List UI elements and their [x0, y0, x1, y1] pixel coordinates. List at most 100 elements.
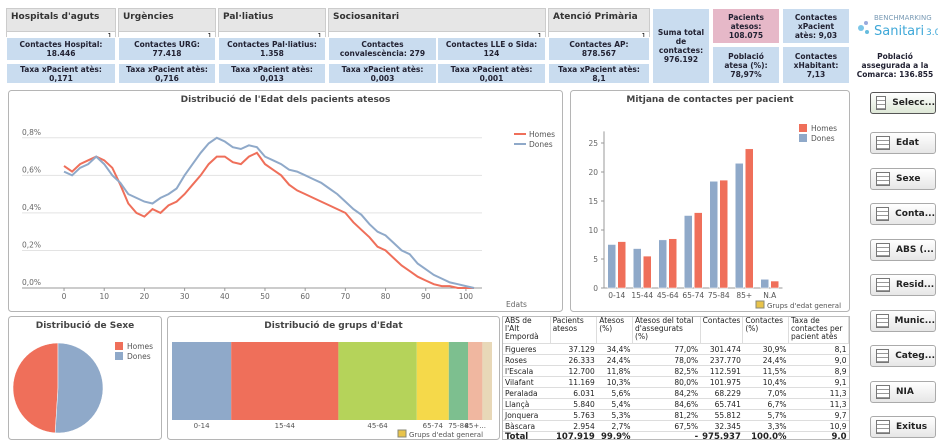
x-tick-label: 30 — [180, 292, 190, 301]
footer-icon — [397, 429, 407, 438]
button-label: Resid... — [896, 280, 935, 290]
x-axis-label: Grups d'edat general — [409, 431, 483, 439]
list-button[interactable]: Sexe — [870, 167, 936, 190]
column-header: Pacients atesos — [550, 317, 598, 344]
list-button[interactable]: Munic... — [870, 309, 936, 332]
table-cell: Jonquera — [503, 409, 551, 421]
table-cell: 80,0% — [632, 376, 701, 388]
list-button[interactable]: Resid... — [870, 274, 936, 296]
table-cell: 5,4% — [596, 398, 633, 410]
table-cell: 6,7% — [742, 398, 789, 410]
x-tick-label: 40 — [220, 292, 230, 301]
x-tick-label: 100 — [459, 292, 474, 301]
table-cell: 24,4% — [596, 354, 633, 366]
table-cell: 10,4% — [742, 376, 789, 388]
table-cell: 12.700 — [550, 365, 597, 377]
segment-label: 85+... — [464, 422, 485, 430]
kpi: Taxa xPacient atès: 0,716 — [118, 63, 216, 84]
kpi: Taxa xPacient atès: 0,171 — [6, 63, 116, 84]
kpi-group: Urgències 1 Contactes URG: 77.418 Taxa x… — [118, 8, 216, 84]
bar-segment — [468, 342, 483, 420]
column-header: Atesos del total d'assegurats (%) — [632, 317, 701, 344]
x-tick-label: 80 — [381, 292, 391, 301]
footer-icon — [755, 300, 765, 309]
kpi: Contactes convalescència: 279 — [328, 37, 437, 61]
logo-graphic: BENCHMARKING Sanitari 3.0 — [858, 14, 938, 39]
bar — [709, 181, 718, 289]
bar-segment — [338, 342, 417, 420]
y-tick-label: 0,8% — [22, 128, 41, 137]
column-header: Taxa de contactes per pacient atès — [788, 317, 849, 344]
list-button[interactable]: ABS (... — [870, 238, 936, 261]
column-header: Atesos (%) — [596, 317, 634, 344]
table-row: Total 107.919 99,9% -975.937 100,0% 9,0 — [503, 431, 849, 439]
bar — [668, 238, 677, 289]
legend-label: Dones — [811, 134, 835, 143]
stacked-bar-chart: Distribució de grups d'Edat 0-14 15-44 45-6… — [167, 316, 500, 440]
chart-title: Distribució de grups d'Edat — [264, 320, 403, 331]
table-cell: Vilafant — [503, 376, 551, 388]
kpi-group: Sociosanitari 1 Contactes convalescència… — [328, 8, 546, 84]
table-row: Bàscara 2.954 2,7% 67,5% 32.345 3,3% 10,9 — [503, 420, 849, 432]
kpi: Contactes URG: 77.418 — [118, 37, 216, 61]
bar — [719, 179, 728, 289]
list-button[interactable]: Categ... — [870, 345, 936, 367]
button-label: Selecc... — [892, 98, 935, 108]
table-cell: 65.741 — [700, 398, 743, 410]
table-cell: 3,3% — [742, 420, 789, 432]
list-button[interactable]: Selecc... — [870, 92, 936, 114]
y-tick-label: 15 — [588, 197, 598, 206]
table-cell: l'Escala — [503, 365, 551, 377]
table-cell: 2,7% — [596, 420, 633, 432]
button-label: Exitus — [896, 422, 928, 432]
table-row: Peralada 6.031 5,6% 84,2% 68.229 7,0% 11,3 — [503, 387, 849, 399]
pie-slice — [12, 342, 59, 434]
legend-label: Homes — [529, 130, 555, 139]
bar-segment — [482, 342, 492, 420]
column-header: Contactes — [700, 317, 744, 344]
line-chart: Distribució de l'Edat dels pacients ates… — [8, 90, 563, 312]
y-tick-label: 0,6% — [22, 165, 41, 174]
x-tick-label: 90 — [421, 292, 431, 301]
table-cell: 5.763 — [550, 409, 597, 421]
bar — [745, 148, 754, 289]
segment-label: 45-64 — [367, 422, 388, 430]
list-button[interactable]: NIA — [870, 380, 936, 403]
table-cell: 5,7% — [742, 409, 789, 421]
x-tick-label: 65-74 — [682, 291, 704, 300]
kpi-group: Hospitals d'aguts 1 Contactes Hospital: … — [6, 8, 116, 84]
list-button[interactable]: Edat — [870, 132, 936, 154]
table-cell: 112.591 — [700, 365, 743, 377]
table-cell: 6.031 — [550, 387, 597, 399]
button-label: NIA — [896, 386, 914, 397]
table-cell: - — [632, 431, 701, 439]
list-icon — [876, 136, 890, 150]
list-button[interactable]: Conta... — [870, 203, 936, 225]
column-header: Contactes (%) — [742, 317, 790, 344]
table-cell: Llançà — [503, 398, 551, 410]
x-tick-label: 10 — [99, 292, 109, 301]
table-row: l'Escala 12.700 11,8% 82,5% 112.591 11,5% 8,9 — [503, 365, 849, 377]
kpi: Població atesa (%): 78,97% — [712, 46, 780, 84]
list-button[interactable]: Exitus — [870, 416, 936, 438]
logo-version: 3.0 — [926, 28, 938, 38]
x-tick-label: 20 — [140, 292, 150, 301]
table-cell: 5.840 — [550, 398, 597, 410]
table-cell: 101.975 — [700, 376, 743, 388]
bar — [760, 279, 769, 289]
button-label: Edat — [896, 138, 919, 148]
logo: BENCHMARKING Sanitari 3.0 — [852, 8, 938, 44]
legend-label: Dones — [529, 140, 553, 149]
bar-segment — [172, 342, 232, 420]
table-row: Figueres 37.129 34,4% 77,0% 301.474 30,9% 8,1 — [503, 343, 849, 355]
table-cell: 34,4% — [596, 343, 633, 355]
table-cell: 32.345 — [700, 420, 743, 432]
segment-label: 75-84 — [448, 422, 469, 430]
table-cell: 78,0% — [632, 354, 701, 366]
table-cell: Figueres — [503, 343, 551, 355]
table-cell: 68.229 — [700, 387, 743, 399]
table-row: Roses 26.333 24,4% 78,0% 237.770 24,4% 9,0 — [503, 354, 849, 366]
x-tick-label: 45-64 — [657, 291, 679, 300]
